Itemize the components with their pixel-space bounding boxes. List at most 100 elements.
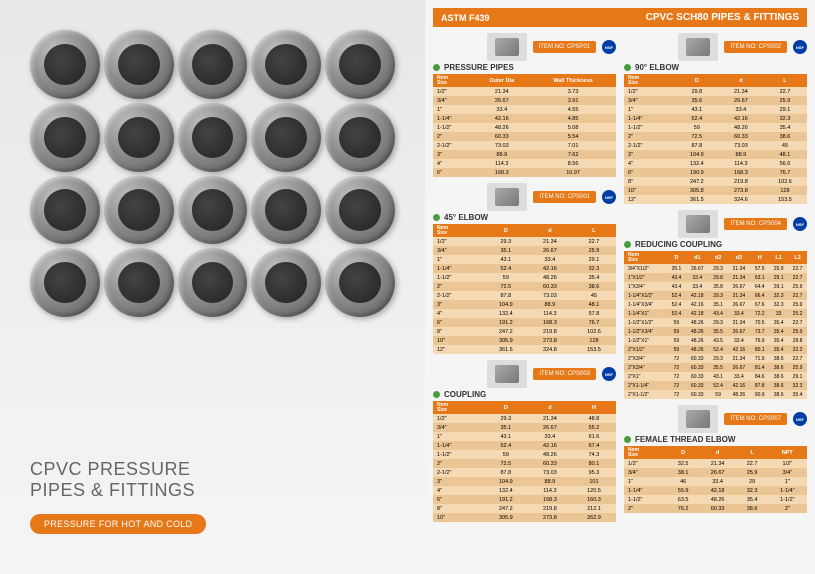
cell: 29.1 xyxy=(572,255,616,264)
cell: 128 xyxy=(572,336,616,345)
product-icon xyxy=(678,405,718,433)
cell: 48.26 xyxy=(686,336,709,345)
bullet-icon xyxy=(624,64,631,71)
cell: 212.1 xyxy=(572,504,616,513)
cell: 73.7 xyxy=(750,327,769,336)
cell: 32.3 xyxy=(736,486,767,495)
cell: 4" xyxy=(433,159,473,168)
table-row: 1/2"29.821.3422.7 xyxy=(624,87,807,96)
cell: 12" xyxy=(624,195,675,204)
section-name: 90° ELBOW xyxy=(635,63,679,72)
cell: 66.4 xyxy=(750,291,769,300)
cell: 29.8 xyxy=(675,87,719,96)
cell: 1" xyxy=(624,105,675,114)
table-row: 1"43.133.429.1 xyxy=(624,105,807,114)
cell: 33.4 xyxy=(728,336,751,345)
cell: 26.67 xyxy=(699,468,737,477)
cell: 191.2 xyxy=(484,495,528,504)
section: ITEM NO: CPS007NSFFEMALE THREAD ELBOWNom… xyxy=(624,405,807,513)
cell: 76.9 xyxy=(750,336,769,345)
cell: 219.8 xyxy=(528,504,572,513)
cell: 38.6 xyxy=(763,132,807,141)
cell: 22.7 xyxy=(788,291,807,300)
cell: 38.6 xyxy=(572,282,616,291)
cell: 26.67 xyxy=(528,423,572,432)
cell: 26.67 xyxy=(728,327,751,336)
section-title: REDUCING COUPLING xyxy=(624,240,807,249)
cell: 32.3 xyxy=(769,300,788,309)
fittings-collage xyxy=(20,20,405,400)
cell: 4" xyxy=(433,486,484,495)
fitting-render xyxy=(30,176,100,245)
cell: 3.91 xyxy=(530,96,616,105)
cell: 21.34 xyxy=(528,237,572,246)
cell: 29.1 xyxy=(788,372,807,381)
col-header: L2 xyxy=(788,251,807,264)
cell: 70.5 xyxy=(750,318,769,327)
cell: 273.8 xyxy=(528,336,572,345)
table-row: 1-1/2"5948.2674.3 xyxy=(433,450,616,459)
cell: 43.1 xyxy=(675,105,719,114)
cell: 21.34 xyxy=(699,459,737,468)
table-row: 2-1/2"87.873.0395.3 xyxy=(433,468,616,477)
section-title: PRESSURE PIPES xyxy=(433,63,616,72)
cell: 2-1/2" xyxy=(433,291,484,300)
col-header: D xyxy=(484,224,528,237)
table-row: 1-1/4"52.442.1632.3 xyxy=(433,264,616,273)
cell: 45 xyxy=(572,291,616,300)
cell: 29.3 xyxy=(484,414,528,423)
cell: 48.26 xyxy=(473,123,530,132)
table-row: 1"43.133.461.6 xyxy=(433,432,616,441)
cell: 25.2 xyxy=(788,309,807,318)
section-header: ITEM NO: CPS001NSF xyxy=(433,183,616,211)
cell: 1"X3/4" xyxy=(624,282,667,291)
cell: 219.8 xyxy=(719,177,763,186)
table-row: 2"X3/4"7260.3335.526.6781.438.625.9 xyxy=(624,363,807,372)
cell: 81.4 xyxy=(750,363,769,372)
cell: 22.7 xyxy=(736,459,767,468)
cell: 48.1 xyxy=(572,300,616,309)
product-icon xyxy=(487,33,527,61)
cell: 247.2 xyxy=(484,504,528,513)
cell: 3" xyxy=(433,150,473,159)
cell: 2-1/2" xyxy=(433,468,484,477)
fitting-render xyxy=(30,103,100,172)
table-row: 2-1/2"87.873.0345 xyxy=(624,141,807,150)
cell: 33.4 xyxy=(728,309,751,318)
cell: 72 xyxy=(667,390,686,399)
cell: 1-1/4"X3/4" xyxy=(624,300,667,309)
cell: 33.4 xyxy=(686,273,709,282)
table-row: 3"88.97.62 xyxy=(433,150,616,159)
cell: 8" xyxy=(433,327,484,336)
cell: 6" xyxy=(433,318,484,327)
cell: 6" xyxy=(624,168,675,177)
cell: 2" xyxy=(433,132,473,141)
cell: 35.4 xyxy=(788,390,807,399)
table-row: 6"168.310.97 xyxy=(433,168,616,177)
cell: 6" xyxy=(433,495,484,504)
cell: 305.8 xyxy=(675,186,719,195)
table-row: 6"190.9168.376.7 xyxy=(624,168,807,177)
cell: 8" xyxy=(624,177,675,186)
cell: 2" xyxy=(624,504,668,513)
cell: 42.16 xyxy=(528,441,572,450)
cell: 42.16 xyxy=(728,345,751,354)
table-row: 2"X3/4"7260.3329.321.3471.938.622.7 xyxy=(624,354,807,363)
cell: 1/2" xyxy=(433,414,484,423)
cell: 7.62 xyxy=(530,150,616,159)
cell: 60.33 xyxy=(686,381,709,390)
cell: 48.26 xyxy=(719,123,763,132)
cell: 1-1/2" xyxy=(433,450,484,459)
cell: 1" xyxy=(433,255,484,264)
cell: 2"X1-1/2" xyxy=(624,390,667,399)
cell: 2"X1/2" xyxy=(624,345,667,354)
table-row: 4"132.4114.357.8 xyxy=(433,309,616,318)
cell: 35.4 xyxy=(763,123,807,132)
cell: 21.34 xyxy=(473,87,530,96)
table-row: 1/2"32.521.3422.71/2" xyxy=(624,459,807,468)
cell: 35.4 xyxy=(769,345,788,354)
cell: 247.2 xyxy=(675,177,719,186)
cell: 72.5 xyxy=(675,132,719,141)
product-icon xyxy=(678,210,718,238)
cell: 33.4 xyxy=(528,255,572,264)
